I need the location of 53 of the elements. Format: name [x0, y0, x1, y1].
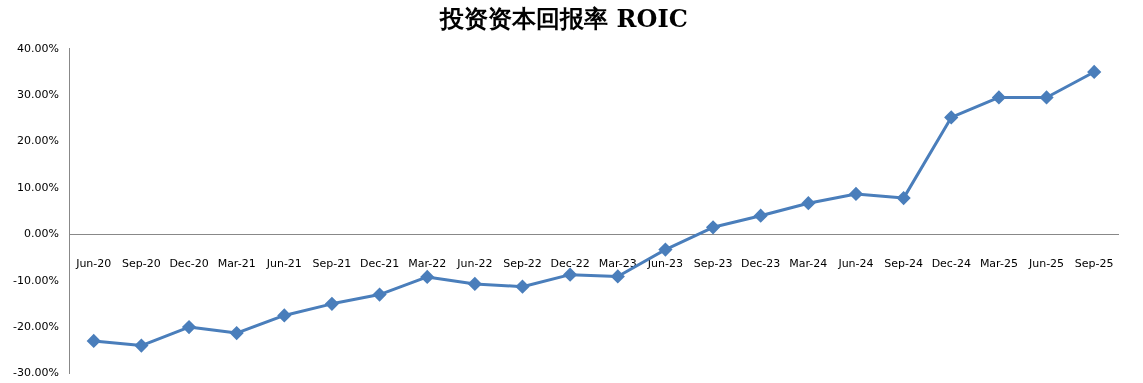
point	[516, 280, 529, 294]
x-tick-label: Mar-24	[789, 256, 828, 270]
point	[277, 308, 291, 322]
x-tick-label: Sep-23	[693, 256, 733, 270]
point	[468, 277, 482, 291]
chart-title: 投资资本回报率 ROIC	[439, 3, 688, 33]
point	[944, 110, 958, 124]
x-tick-label: Jun-22	[456, 256, 493, 270]
point	[563, 268, 577, 282]
x-tick-label: Jun-25	[1027, 256, 1065, 270]
y-tick-label: -30.00%	[12, 366, 59, 380]
point	[611, 269, 625, 283]
x-tick-label: Jun-20	[75, 256, 112, 270]
x-tick-label: Dec-24	[931, 256, 971, 270]
x-tick-label: Mar-23	[598, 256, 637, 270]
point	[1087, 65, 1101, 79]
x-tick-label: Sep-20	[122, 256, 161, 270]
point	[658, 243, 672, 257]
x-tick-label: Dec-20	[169, 256, 209, 270]
y-tick-label: 30.00%	[16, 88, 59, 102]
x-tick-label: Dec-23	[741, 256, 781, 270]
point	[706, 220, 720, 234]
point	[325, 297, 339, 311]
x-tick-label: Mar-25	[979, 256, 1018, 270]
x-tick-label: Mar-22	[408, 256, 447, 270]
point	[897, 191, 911, 205]
x-tick-label: Dec-22	[550, 256, 590, 270]
y-tick-label: 20.00%	[16, 134, 59, 148]
point	[373, 288, 387, 302]
point	[87, 334, 101, 348]
point	[420, 270, 434, 284]
y-tick-label: -20.00%	[12, 319, 59, 333]
point	[1040, 90, 1054, 104]
x-tick-label: Sep-24	[884, 256, 923, 270]
x-tick-label: Dec-21	[359, 256, 400, 270]
point	[182, 320, 196, 334]
y-tick-label: -10.00%	[12, 273, 59, 287]
x-tick-label: Jun-21	[265, 256, 302, 270]
x-tick-label: Jun-24	[837, 256, 874, 270]
x-tick-label: Mar-21	[217, 256, 256, 270]
point	[801, 196, 815, 210]
y-tick-label: 40.00%	[16, 41, 59, 55]
point	[992, 90, 1006, 104]
y-tick-label: 10.00%	[16, 180, 59, 194]
y-tick-label: 0.00%	[23, 227, 59, 241]
x-tick-label: Sep-22	[503, 256, 542, 270]
x-tick-label: Sep-25	[1074, 256, 1114, 270]
point	[849, 187, 863, 201]
x-tick-label: Sep-21	[312, 256, 352, 270]
point	[754, 209, 768, 223]
point	[230, 326, 244, 340]
point	[134, 339, 148, 353]
x-tick-label: Jun-23	[646, 256, 683, 270]
